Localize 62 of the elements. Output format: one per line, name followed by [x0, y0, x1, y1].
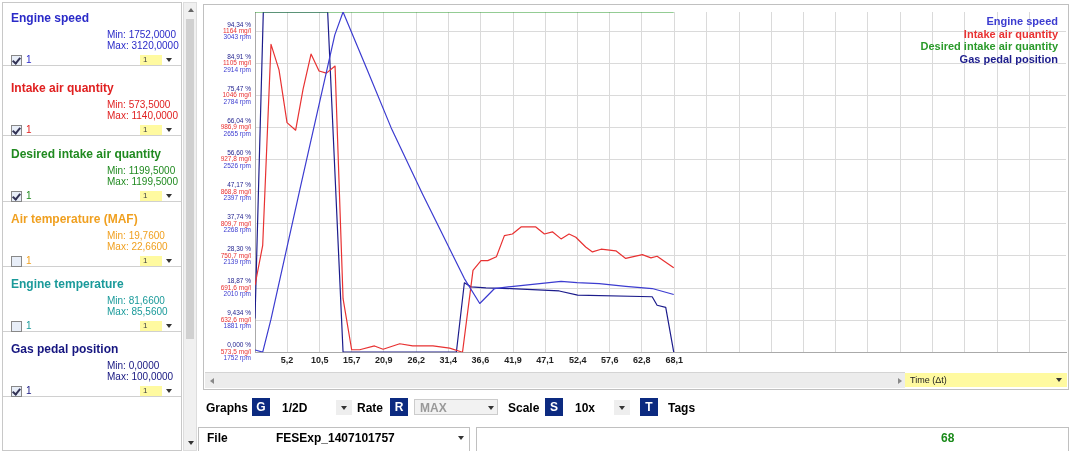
text: Max: 1199,5000	[107, 176, 178, 188]
x-tick-label: 31,4	[439, 355, 458, 366]
text: File	[207, 431, 228, 445]
text: Gas pedal position	[959, 52, 1059, 65]
text: R	[390, 398, 408, 416]
text: 1	[143, 321, 148, 331]
text: 1	[143, 386, 148, 396]
text: Air temperature (MAF)	[11, 212, 138, 226]
text: Max: 3120,0000	[107, 40, 179, 52]
text: Desired intake air quantity	[11, 147, 162, 161]
x-tick-label: 41,9	[504, 355, 522, 366]
x-tick-label: 10,5	[310, 355, 329, 366]
text: Max: 22,6600	[107, 241, 168, 253]
text: Max: 1140,0000	[107, 110, 178, 122]
text: Max: 85,5600	[107, 306, 168, 318]
x-tick-label: 5,2	[280, 355, 294, 366]
text: T	[640, 398, 658, 416]
text: 10x	[575, 401, 596, 415]
text: Min: 573,5000	[107, 99, 171, 111]
text: Tags	[668, 401, 696, 415]
text: Engine temperature	[11, 277, 124, 291]
x-tick-label: 15,7	[342, 355, 361, 366]
text: 1	[26, 124, 32, 136]
text: Desired intake air quantity	[920, 40, 1059, 53]
text: 1	[143, 125, 148, 135]
text: S	[545, 398, 563, 416]
text: 1/2D	[282, 401, 308, 415]
text: Time (Δt)	[910, 374, 947, 386]
text: Engine speed	[986, 15, 1058, 28]
text: Min: 1752,0000	[107, 29, 176, 41]
x-tick-label: 47,1	[536, 355, 554, 366]
text: Min: 1199,5000	[107, 165, 176, 177]
text: 1	[143, 55, 148, 65]
text: 1	[26, 190, 32, 202]
text: 1	[143, 256, 148, 266]
text: 1	[26, 320, 32, 332]
text: 1	[26, 385, 32, 397]
text: Intake air quantity	[11, 81, 114, 95]
text: 68	[941, 431, 955, 445]
text: FESExp_1407101757	[276, 431, 395, 445]
x-tick-label: 26,2	[407, 355, 426, 366]
text: G	[252, 398, 270, 416]
text: Min: 81,6600	[107, 295, 165, 307]
text: Max: 100,0000	[107, 371, 174, 383]
text: Engine speed	[11, 11, 90, 25]
text: Min: 0,0000	[107, 360, 160, 372]
x-tick-label: 52,4	[568, 355, 587, 366]
text: 1	[143, 191, 148, 201]
text: 1	[26, 54, 32, 66]
text: Min: 19,7600	[107, 230, 165, 242]
text: Gas pedal position	[11, 342, 119, 356]
x-tick-label: 36,6	[471, 355, 490, 366]
x-tick-label: 68,1	[665, 355, 684, 366]
x-tick-label: 57,6	[600, 355, 619, 366]
x-tick-label: 20,9	[374, 355, 393, 366]
text: MAX	[420, 401, 447, 415]
text: Graphs	[206, 401, 249, 415]
text: 1	[26, 255, 32, 267]
text: Rate	[357, 401, 384, 415]
text: Scale	[508, 401, 540, 415]
x-tick-label: 62,8	[632, 355, 651, 366]
text: Intake air quantity	[963, 27, 1059, 40]
